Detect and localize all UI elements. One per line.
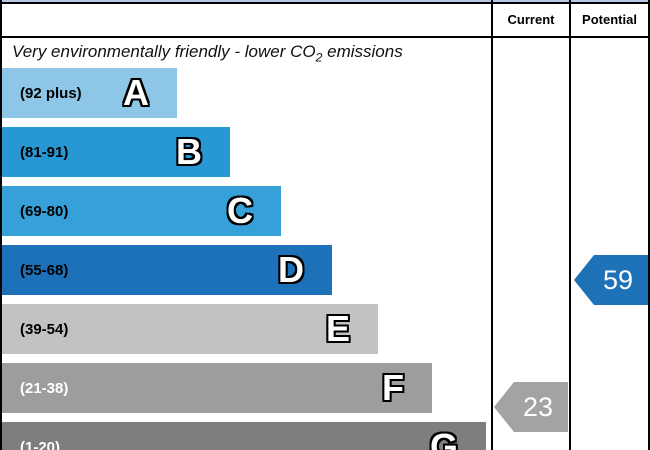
band-a: (92 plus) A	[2, 68, 177, 118]
current-column-header: Current	[507, 12, 555, 27]
header-separator	[0, 36, 650, 38]
band-a-range-label: (92 plus)	[20, 84, 82, 102]
band-e-letter: E	[325, 308, 351, 349]
band-d: (55-68) D	[2, 245, 332, 295]
band-g-range-label: (1-20)	[20, 438, 61, 450]
chart-title: Very environmentally friendly - lower CO…	[12, 42, 482, 64]
border-right	[648, 0, 650, 450]
potential-column-header: Potential	[582, 12, 637, 27]
current-value: 23	[522, 391, 554, 422]
border-left	[0, 0, 2, 450]
top-accent-line	[0, 0, 650, 2]
band-f-range-label: (21-38)	[20, 379, 69, 397]
band-c-letter: C	[226, 190, 254, 231]
band-b-letter: B	[175, 131, 203, 172]
potential-value-marker: 59	[574, 255, 648, 305]
band-f-letter: F	[381, 367, 405, 408]
chart-title-suffix: emissions	[322, 42, 403, 61]
band-f: (21-38) F	[2, 363, 432, 413]
band-b-range-label: (81-91)	[20, 143, 69, 161]
current-value-marker: 23	[494, 382, 568, 432]
band-c-range-label: (69-80)	[20, 202, 69, 220]
chart-title-subscript: 2	[315, 50, 323, 65]
band-g: (1-20) G	[2, 422, 486, 450]
band-e: (39-54) E	[2, 304, 378, 354]
border-top	[0, 2, 650, 4]
current-column-divider	[491, 0, 493, 450]
potential-column-divider	[569, 0, 571, 450]
band-d-letter: D	[277, 249, 305, 290]
band-b: (81-91) B	[2, 127, 230, 177]
chart-title-text: Very environmentally friendly - lower CO	[12, 42, 316, 61]
potential-value: 59	[602, 264, 634, 295]
band-g-letter: G	[429, 426, 459, 450]
band-c: (69-80) C	[2, 186, 281, 236]
band-e-range-label: (39-54)	[20, 320, 69, 338]
band-d-range-label: (55-68)	[20, 261, 69, 279]
band-a-letter: A	[122, 72, 150, 113]
